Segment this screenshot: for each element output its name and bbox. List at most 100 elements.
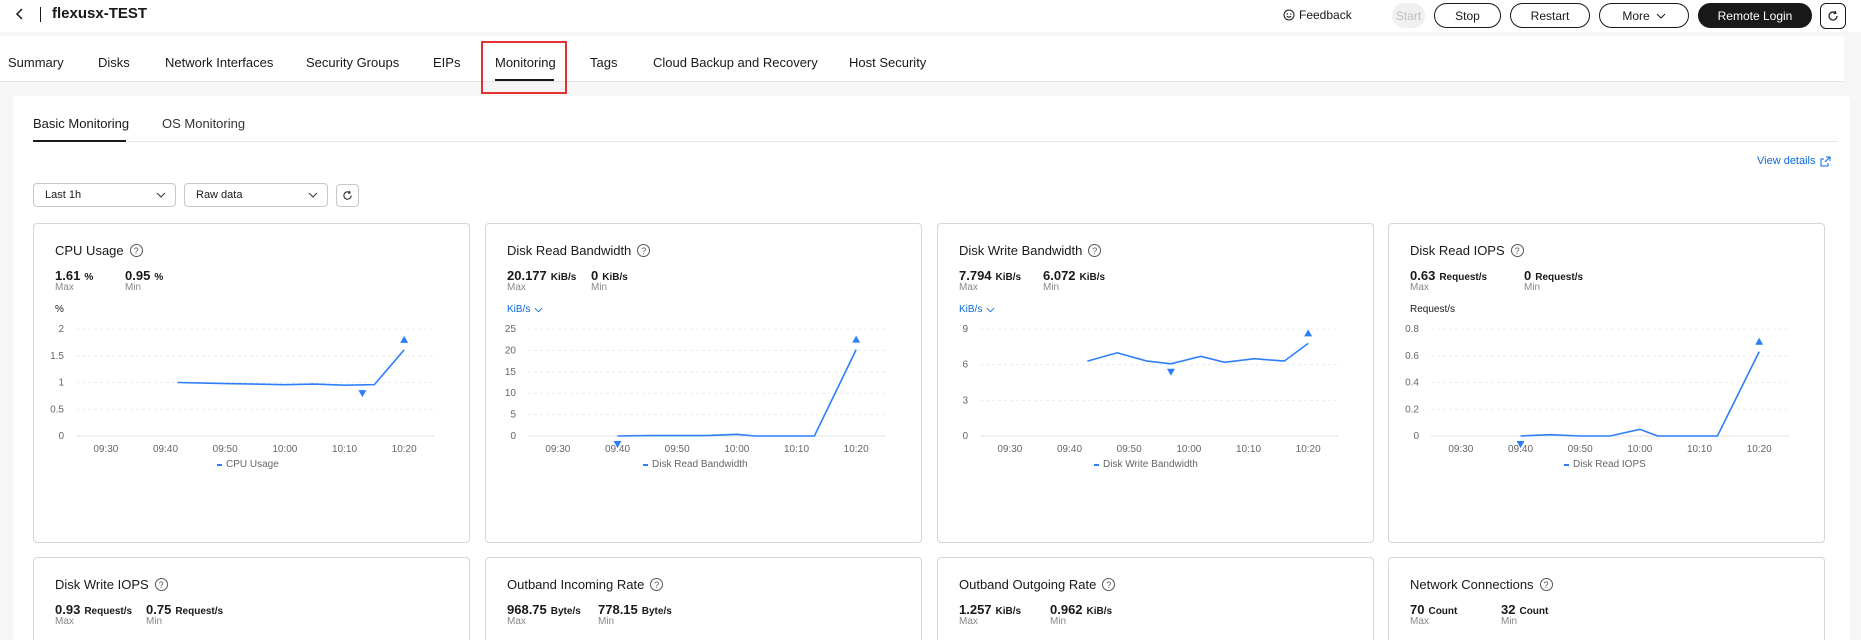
tab-cloud-backup[interactable]: Cloud Backup and Recovery: [653, 55, 818, 70]
max-unit: Byte/s: [550, 606, 581, 617]
data-mode-select[interactable]: Raw data: [184, 183, 328, 207]
card-title: Outband Outgoing Rate?: [959, 577, 1116, 592]
subtab-os-monitoring[interactable]: OS Monitoring: [162, 116, 246, 131]
min-label: Min: [1050, 616, 1067, 627]
more-button[interactable]: More: [1599, 3, 1689, 28]
refresh-icon: [343, 190, 352, 200]
min-unit: KiB/s: [1086, 606, 1113, 617]
tab-disks[interactable]: Disks: [98, 55, 130, 70]
disk-read-bandwidth-card: Disk Read Bandwidth? 20.177 KiB/s Max 0 KiB/s…: [485, 223, 922, 543]
disk-write-iops-card: Disk Write IOPS? 0.93 Request/s Max 0.75 Requ…: [33, 557, 470, 640]
tab-host-security[interactable]: Host Security: [849, 55, 927, 70]
chart-legend[interactable]: Disk Write Bandwidth: [1094, 459, 1198, 470]
view-details-link[interactable]: View details: [1757, 155, 1831, 167]
unit-select[interactable]: KiB/s: [959, 304, 995, 315]
tab-tags[interactable]: Tags: [590, 55, 618, 70]
series-line: [1087, 342, 1309, 365]
legend-swatch: [217, 463, 222, 466]
chart-legend[interactable]: Disk Read IOPS: [1564, 459, 1646, 470]
active-subtab-indicator: [33, 140, 126, 142]
x-tick-label: 09:40: [1057, 444, 1082, 454]
help-icon[interactable]: ?: [129, 244, 143, 257]
chart-legend[interactable]: CPU Usage: [217, 459, 279, 470]
help-icon[interactable]: ?: [650, 578, 664, 591]
unit-select[interactable]: KiB/s: [507, 304, 543, 315]
header-refresh-button[interactable]: [1820, 3, 1846, 29]
tab-summary[interactable]: Summary: [8, 55, 64, 70]
x-tick-label: 09:40: [605, 444, 630, 454]
remote-login-button[interactable]: Remote Login: [1698, 3, 1812, 28]
max-stat: 7.794 KiB/s Max: [959, 268, 1021, 293]
subtab-basic-monitoring[interactable]: Basic Monitoring: [33, 116, 130, 131]
max-unit: KiB/s: [995, 606, 1022, 617]
max-unit: Request/s: [1439, 272, 1488, 283]
max-unit: Request/s: [84, 606, 133, 617]
min-value: 778.15: [598, 602, 638, 617]
min-value: 0: [1524, 268, 1532, 283]
card-title-text: Outband Outgoing Rate: [959, 577, 1097, 592]
y-tick-label: 0.8: [1405, 324, 1419, 335]
series-line: [617, 349, 857, 437]
min-value: 0: [591, 268, 599, 283]
max-stat: 1.61% Max: [55, 268, 93, 293]
y-tick-label: 15: [505, 367, 517, 378]
card-title: Network Connections?: [1410, 577, 1553, 592]
help-icon[interactable]: ?: [637, 244, 651, 257]
min-value: 32: [1501, 602, 1516, 617]
x-tick-label: 10:10: [1236, 444, 1261, 454]
min-marker: [613, 441, 622, 448]
restart-button[interactable]: Restart: [1510, 3, 1590, 28]
max-label: Max: [507, 282, 526, 293]
stop-button[interactable]: Stop: [1434, 3, 1501, 28]
max-label: Max: [1410, 616, 1429, 627]
y-tick-label: 10: [505, 388, 517, 399]
min-unit: KiB/s: [1079, 272, 1106, 283]
legend-swatch: [643, 463, 648, 466]
max-value: 20.177: [507, 268, 547, 283]
max-value: 7.794: [959, 268, 992, 283]
min-value: 0.962: [1050, 602, 1083, 617]
card-title-text: Disk Write Bandwidth: [959, 243, 1083, 258]
time-range-select[interactable]: Last 1h: [33, 183, 176, 207]
tab-monitoring[interactable]: Monitoring: [495, 55, 556, 70]
max-unit: %: [84, 272, 94, 283]
chart-legend[interactable]: Disk Read Bandwidth: [643, 459, 748, 470]
x-tick-label: 10:20: [392, 444, 417, 454]
chevron-down-icon: [534, 307, 543, 312]
x-tick-label: 10:00: [1627, 444, 1652, 454]
chart-refresh-button[interactable]: [336, 184, 359, 207]
card-title-text: Disk Read IOPS: [1410, 243, 1505, 258]
help-icon[interactable]: ?: [154, 578, 168, 591]
min-value: 6.072: [1043, 268, 1076, 283]
tab-bar: Summary Disks Network Interfaces Securit…: [0, 36, 1844, 82]
min-label: Min: [125, 282, 142, 293]
x-tick-label: 09:40: [153, 444, 178, 454]
min-label: Min: [146, 616, 163, 627]
back-arrow-icon[interactable]: [12, 6, 28, 22]
tab-security-groups[interactable]: Security Groups: [306, 55, 400, 70]
smiley-icon: [1283, 9, 1295, 21]
min-unit: Request/s: [175, 606, 224, 617]
min-marker: [1516, 441, 1525, 448]
help-icon[interactable]: ?: [1102, 578, 1116, 591]
help-icon[interactable]: ?: [1088, 244, 1102, 257]
tab-eips[interactable]: EIPs: [433, 55, 461, 70]
card-title-text: Disk Write IOPS: [55, 577, 149, 592]
more-label: More: [1622, 8, 1650, 23]
tab-network-interfaces[interactable]: Network Interfaces: [165, 55, 274, 70]
help-icon[interactable]: ?: [1510, 244, 1524, 257]
y-tick-label: 0.6: [1405, 351, 1419, 362]
max-value: 968.75: [507, 602, 547, 617]
help-icon[interactable]: ?: [1539, 578, 1553, 591]
page-header: flexusx-TEST Feedback Start Stop Restart…: [0, 0, 1861, 32]
time-range-value: Last 1h: [45, 189, 82, 201]
start-button[interactable]: Start: [1392, 3, 1425, 28]
x-tick-label: 10:20: [844, 444, 869, 454]
chart-plot: 0 5 10 15 20 25 09:30 09:40 09:50 10:00 10:10 10:20: [505, 324, 886, 454]
min-unit: %: [154, 272, 164, 283]
max-label: Max: [959, 616, 978, 627]
x-tick-label: 09:50: [1117, 444, 1142, 454]
feedback-link[interactable]: Feedback: [1283, 8, 1352, 22]
chevron-down-icon: [1656, 13, 1666, 19]
y-tick-label: 6: [962, 360, 968, 371]
